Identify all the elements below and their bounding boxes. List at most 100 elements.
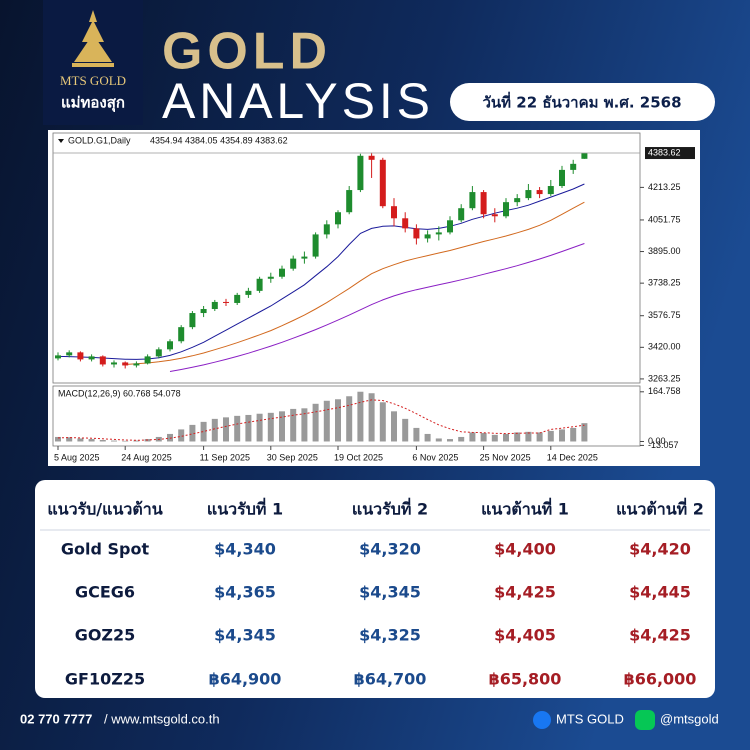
- candle-body: [66, 352, 73, 356]
- candle-body: [55, 355, 61, 359]
- macd-bar: [77, 438, 84, 442]
- macd-bar: [514, 432, 521, 442]
- macd-bar: [525, 431, 532, 442]
- table-panel: [35, 480, 715, 698]
- macd-bar: [581, 423, 588, 442]
- candle-body: [402, 218, 409, 229]
- date: วันที่ 22 ธันวาคม พ.ศ. 2568: [482, 92, 681, 112]
- candle-body: [335, 212, 341, 225]
- chart-title: GOLD.G1,Daily: [68, 135, 131, 145]
- ma-line: [169, 243, 585, 372]
- candle-body: [155, 349, 162, 357]
- macd-bar: [379, 402, 386, 442]
- last-price-label: 4383.62: [648, 147, 681, 157]
- website: / www.mtsgold.co.th: [104, 711, 220, 726]
- price-pane: [52, 132, 641, 384]
- macd-bar: [469, 432, 476, 442]
- table-cell: $4,405: [494, 626, 556, 645]
- macd-bar: [223, 417, 229, 442]
- x-tick-label: 30 Sep 2025: [267, 452, 318, 462]
- macd-bar: [200, 421, 207, 442]
- macd-pane: [52, 385, 641, 447]
- macd-bar: [480, 433, 487, 442]
- candle-body: [536, 190, 543, 195]
- candle-body: [122, 362, 129, 366]
- candle-body: [99, 356, 106, 365]
- macd-bar: [402, 418, 409, 442]
- ma-line: [125, 201, 585, 365]
- x-tick-label: 5 Aug 2025: [54, 452, 100, 462]
- macd-bar: [368, 393, 375, 442]
- table-header: แนวต้านที่ 2: [616, 498, 704, 519]
- x-tick-label: 11 Sep 2025: [200, 452, 250, 462]
- candle-body: [290, 258, 297, 269]
- macd-bar: [413, 427, 420, 442]
- x-tick-label: 25 Nov 2025: [480, 452, 531, 462]
- y-tick-label: 4213.25: [648, 182, 681, 192]
- y-tick-label: 3576.75: [648, 310, 681, 320]
- macd-bar: [435, 438, 442, 442]
- macd-bar: [245, 414, 252, 442]
- macd-bar: [536, 432, 543, 442]
- candle-body: [144, 356, 151, 364]
- candle-body: [503, 202, 509, 217]
- candle-body: [234, 294, 241, 303]
- table-cell: $4,445: [629, 583, 691, 602]
- macd-signal: [57, 399, 585, 441]
- date-pill: [450, 83, 715, 121]
- x-tick-label: 19 Oct 2025: [334, 452, 383, 462]
- candle-body: [111, 362, 117, 365]
- candle-body: [77, 352, 84, 360]
- macd-bar: [335, 399, 341, 442]
- macd-bar: [458, 436, 465, 442]
- macd-bar: [189, 424, 196, 442]
- last-price-box: [645, 147, 695, 160]
- macd-bar: [447, 439, 453, 442]
- macd-bar: [301, 408, 308, 442]
- candle-body: [223, 301, 229, 303]
- table-cell: $4,425: [494, 583, 556, 602]
- title-gold: GOLD: [162, 23, 327, 81]
- y-tick-label: 3738.25: [648, 278, 681, 288]
- macd-bar: [234, 415, 241, 442]
- table-cell: $4,345: [359, 583, 421, 602]
- candle-body: [391, 206, 397, 219]
- candle-body: [547, 186, 554, 195]
- candle-body: [301, 256, 308, 259]
- table-header: แนวรับ/แนวต้าน: [47, 500, 162, 519]
- candle-body: [211, 301, 218, 310]
- table-cell: $4,420: [629, 540, 691, 559]
- brand-thai: แม่ทองสุก: [61, 94, 125, 113]
- macd-tick-label: 0.00: [648, 436, 666, 446]
- macd-bar: [111, 440, 117, 442]
- candle-body: [447, 220, 453, 233]
- table-header: แนวรับที่ 2: [352, 498, 428, 519]
- table-cell: ฿66,000: [624, 670, 697, 689]
- line-name: @mtsgold: [660, 711, 719, 726]
- table-header: แนวรับที่ 1: [207, 498, 283, 519]
- candle-body: [200, 309, 207, 314]
- macd-bar: [570, 427, 577, 442]
- macd-bar: [559, 429, 565, 442]
- facebook-icon: [533, 711, 551, 729]
- macd-bar: [256, 413, 263, 442]
- candle-body: [133, 363, 140, 366]
- macd-tick-label: -13.057: [648, 440, 679, 450]
- table-cell: ฿64,900: [209, 670, 282, 689]
- candle-body: [570, 163, 577, 170]
- table-cell: $4,340: [214, 540, 276, 559]
- macd-bar: [424, 433, 431, 442]
- macd-bar: [503, 433, 509, 442]
- table-cell: GF10Z25: [65, 670, 145, 689]
- macd-bar: [491, 434, 498, 442]
- phone: 02 770 7777: [20, 711, 92, 726]
- x-tick-label: 24 Aug 2025: [121, 452, 172, 462]
- candle-body: [267, 276, 274, 279]
- table-cell: $4,325: [359, 626, 421, 645]
- macd-tick-label: 164.758: [648, 386, 681, 396]
- macd-bar: [346, 396, 353, 442]
- table-cell: ฿64,700: [354, 670, 427, 689]
- y-tick-label: 3420.00: [648, 342, 681, 352]
- brand: MTS GOLD: [60, 73, 126, 88]
- candle-body: [312, 234, 319, 257]
